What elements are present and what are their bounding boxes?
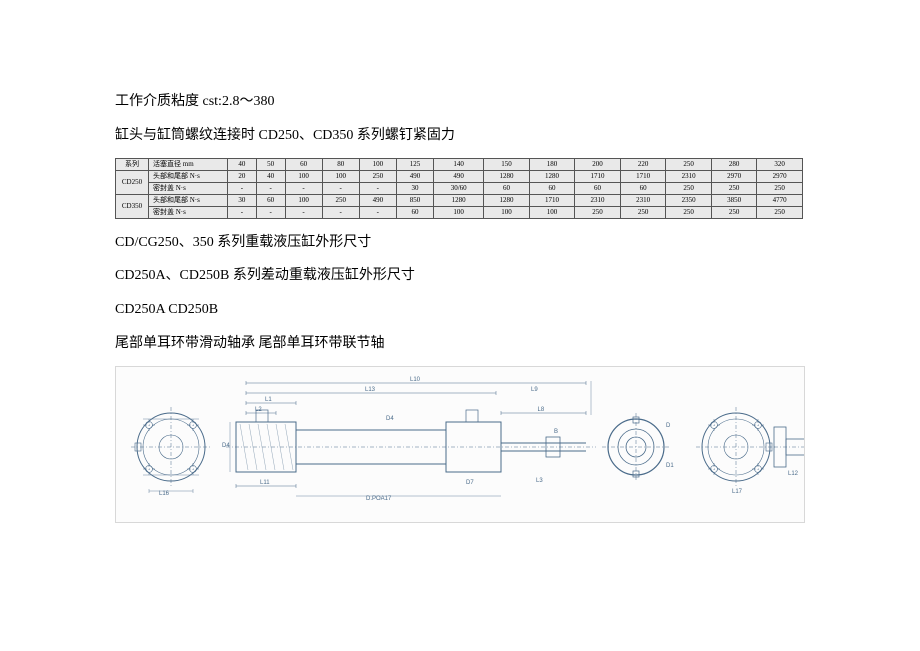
models-line: CD250A CD250B: [115, 298, 805, 322]
spec-table: 系列活塞直径 mm4050608010012514015018020022025…: [115, 158, 803, 219]
svg-text:L12: L12: [788, 471, 799, 477]
torque-title: 缸头与缸筒螺纹连接时 CD250、CD350 系列螺钉紧固力: [115, 124, 805, 148]
engineering-diagram: L16L10L13L1L2L9D4D7L11BL3D.POA17L8D4DD1L…: [115, 366, 805, 523]
bearing-title: 尾部单耳环带滑动轴承 尾部单耳环带联节轴: [115, 332, 805, 356]
svg-text:L10: L10: [410, 377, 421, 383]
diff-title: CD250A、CD250B 系列差动重载液压缸外形尺寸: [115, 264, 805, 288]
svg-text:L3: L3: [536, 478, 543, 484]
svg-text:L8: L8: [538, 407, 545, 413]
svg-text:L1: L1: [265, 397, 272, 403]
svg-text:L11: L11: [260, 480, 270, 486]
svg-text:L13: L13: [365, 387, 376, 393]
cylinder-drawing: L16L10L13L1L2L9D4D7L11BL3D.POA17L8D4DD1L…: [116, 367, 804, 522]
svg-text:D4: D4: [386, 416, 394, 422]
svg-text:B: B: [554, 429, 558, 435]
svg-text:D1: D1: [666, 463, 674, 469]
svg-text:D4: D4: [222, 443, 230, 449]
viscosity-line: 工作介质粘度 cst:2.8～380: [115, 90, 805, 114]
svg-text:L17: L17: [732, 489, 743, 495]
dims-title: CD/CG250、350 系列重载液压缸外形尺寸: [115, 231, 805, 255]
svg-text:D: D: [666, 423, 671, 429]
svg-text:D.POA17: D.POA17: [366, 496, 392, 502]
svg-text:L16: L16: [159, 491, 170, 497]
svg-text:D7: D7: [466, 480, 474, 486]
svg-text:L9: L9: [531, 387, 538, 393]
